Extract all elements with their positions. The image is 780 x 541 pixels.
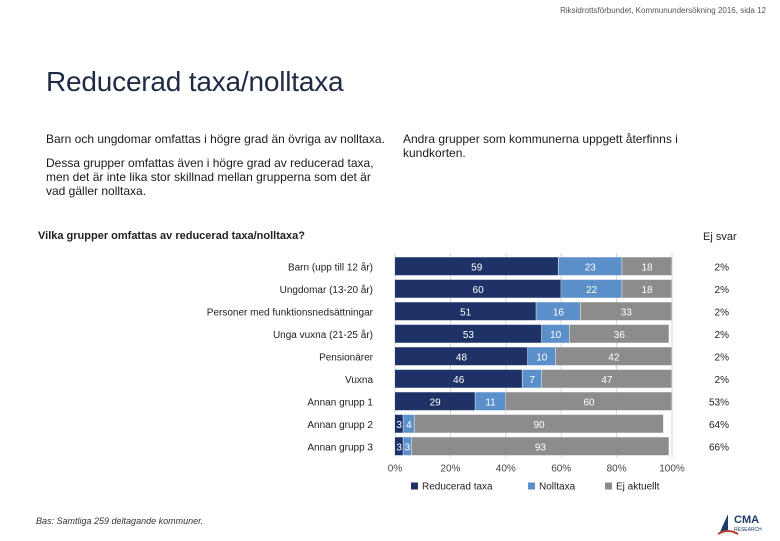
data-label: 90 <box>533 420 545 431</box>
category-label: Annan grupp 2 <box>307 420 373 431</box>
category-label: Barn (upp till 12 år) <box>288 261 373 273</box>
bar-segment <box>411 437 669 456</box>
right-paragraph-1: Andra grupper som kommunerna uppgett åte… <box>403 132 678 160</box>
ej-svar-value: 2% <box>715 285 730 296</box>
data-label: 10 <box>536 352 548 363</box>
data-label: 53 <box>463 330 475 341</box>
category-label: Ungdomar (13-20 år) <box>280 284 373 296</box>
category-label: Vuxna <box>345 375 373 386</box>
data-label: 42 <box>608 352 620 363</box>
x-tick-label: 60% <box>551 464 571 475</box>
bar-segment <box>522 369 542 388</box>
data-label: 18 <box>642 285 654 296</box>
right-text-column: Andra grupper som kommunerna uppgett åte… <box>403 132 733 160</box>
data-label: 3 <box>396 442 402 453</box>
bar-segment <box>395 369 522 388</box>
bar-segment <box>505 392 672 411</box>
bar-segment <box>395 392 475 411</box>
bar-segment <box>395 324 542 343</box>
bar-segment <box>541 369 672 388</box>
data-label: 51 <box>460 307 472 318</box>
bar-segment <box>536 302 581 321</box>
bar-segment <box>475 392 506 411</box>
data-label: 16 <box>553 307 565 318</box>
legend-swatch <box>411 482 418 490</box>
legend-label: Nolltaxa <box>539 482 576 493</box>
category-label: Pensionärer <box>319 352 374 363</box>
data-label: 47 <box>601 375 613 386</box>
x-tick-label: 100% <box>659 464 685 475</box>
data-label: 18 <box>642 262 654 273</box>
data-label: 10 <box>550 330 562 341</box>
bar-segment <box>403 437 412 456</box>
ej-svar-value: 64% <box>709 420 729 431</box>
x-tick-label: 40% <box>496 464 516 475</box>
data-label: 48 <box>456 352 468 363</box>
ej-svar-value: 53% <box>709 397 729 408</box>
legend-label: Ej aktuellt <box>616 482 660 493</box>
data-label: 22 <box>586 285 598 296</box>
bar-segment <box>541 324 570 343</box>
data-label: 29 <box>430 397 442 408</box>
data-label: 60 <box>473 285 485 296</box>
bar-segment <box>622 257 672 276</box>
category-label: Annan grupp 1 <box>307 397 373 408</box>
bar-segment <box>580 302 672 321</box>
bar-segment <box>395 279 561 298</box>
left-paragraph-2: Dessa grupper omfattas även i högre grad… <box>46 156 374 198</box>
legend-swatch <box>605 482 612 490</box>
x-tick-label: 20% <box>440 464 460 475</box>
ej-svar-value: 2% <box>715 330 730 341</box>
data-label: 60 <box>583 397 595 408</box>
cma-logo: CMA RESEARCH <box>716 510 776 536</box>
bar-segment <box>395 347 528 366</box>
data-label: 33 <box>621 307 633 318</box>
bar-segment <box>395 437 403 456</box>
page-title: Reducerad taxa/nolltaxa <box>46 66 344 97</box>
bar-segment <box>558 257 622 276</box>
data-label: 7 <box>529 375 535 386</box>
data-label: 11 <box>485 397 496 408</box>
x-tick-label: 80% <box>607 464 627 475</box>
data-label: 23 <box>585 262 597 273</box>
data-label: 36 <box>614 330 626 341</box>
logo-text: CMA <box>734 514 760 526</box>
source-note: Riksidrottsförbundet, Kommunundersökning… <box>560 6 766 15</box>
left-text-column: Barn och ungdomar omfattas i högre grad … <box>46 132 386 208</box>
ej-svar-value: 2% <box>715 307 730 318</box>
bar-segment <box>561 279 622 298</box>
logo-subtext: RESEARCH <box>734 527 762 533</box>
left-paragraph-1: Barn och ungdomar omfattas i högre grad … <box>46 132 385 146</box>
data-label: 93 <box>535 442 547 453</box>
ej-svar-value: 66% <box>709 442 729 453</box>
legend-swatch <box>528 482 535 490</box>
category-label: Personer med funktionsnedsättningar <box>207 307 374 318</box>
bar-segment <box>569 324 669 343</box>
bar-segment <box>395 414 403 433</box>
bar-segment <box>527 347 556 366</box>
ej-svar-value: 2% <box>715 352 730 363</box>
chart-title: Vilka grupper omfattas av reducerad taxa… <box>38 230 305 242</box>
category-label: Annan grupp 3 <box>307 442 373 453</box>
data-label: 59 <box>471 262 483 273</box>
bar-segment <box>555 347 672 366</box>
category-label: Unga vuxna (21-25 år) <box>273 329 373 341</box>
legend-label: Reducerad taxa <box>422 482 493 493</box>
data-label: 3 <box>405 442 411 453</box>
ej-svar-header: Ej svar <box>703 231 737 243</box>
data-label: 3 <box>396 420 402 431</box>
x-tick-label: 0% <box>388 464 403 475</box>
data-label: 4 <box>406 420 412 431</box>
bar-segment <box>414 414 664 433</box>
bar-segment <box>395 257 558 276</box>
footnote: Bas: Samtliga 259 deltagande kommuner. <box>36 516 204 526</box>
data-label: 46 <box>453 375 465 386</box>
ej-svar-value: 2% <box>715 375 730 386</box>
logo-sail-icon <box>717 514 739 535</box>
bar-segment <box>395 302 536 321</box>
bar-segment <box>622 279 672 298</box>
bar-segment <box>403 414 414 433</box>
ej-svar-value: 2% <box>715 262 730 273</box>
